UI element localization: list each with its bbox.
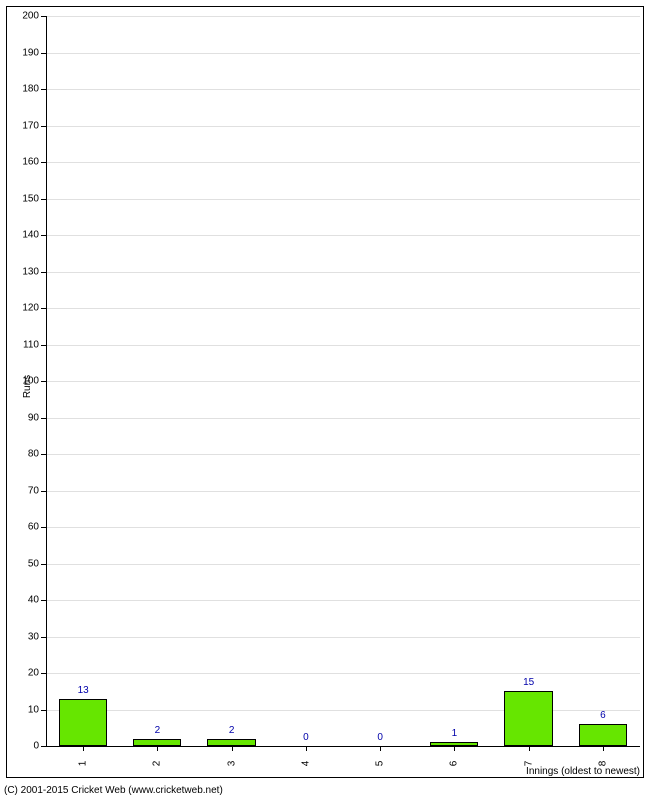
x-tick [306, 746, 307, 751]
y-tick-label: 20 [28, 668, 39, 679]
y-tick [41, 16, 46, 17]
y-tick-label: 140 [22, 230, 39, 241]
grid-line [46, 345, 640, 346]
y-tick [41, 381, 46, 382]
y-tick-label: 110 [23, 339, 39, 350]
x-axis-title: Innings (oldest to newest) [526, 766, 640, 777]
y-tick [41, 199, 46, 200]
bar-value-label: 6 [600, 710, 606, 721]
y-tick-label: 40 [28, 595, 39, 606]
y-tick [41, 673, 46, 674]
grid-line [46, 564, 640, 565]
y-tick [41, 272, 46, 273]
x-axis-line [46, 746, 640, 747]
y-tick [41, 89, 46, 90]
grid-line [46, 418, 640, 419]
grid-line [46, 126, 640, 127]
y-tick-label: 130 [22, 266, 39, 277]
y-tick [41, 527, 46, 528]
y-tick-label: 90 [28, 412, 39, 423]
grid-line [46, 16, 640, 17]
bar-value-label: 2 [155, 725, 161, 736]
x-tick-label: 1 [78, 761, 89, 767]
y-tick [41, 53, 46, 54]
bar [207, 739, 255, 746]
copyright-text: (C) 2001-2015 Cricket Web (www.cricketwe… [4, 785, 223, 796]
y-tick [41, 600, 46, 601]
bar-value-label: 0 [377, 732, 383, 743]
grid-line [46, 527, 640, 528]
y-tick-label: 170 [22, 120, 39, 131]
bar [504, 691, 552, 746]
y-tick-label: 10 [28, 704, 39, 715]
y-tick [41, 235, 46, 236]
grid-line [46, 162, 640, 163]
chart-container: 1322001156 01020304050607080901001101201… [0, 0, 650, 800]
y-tick-label: 150 [22, 193, 39, 204]
y-tick [41, 746, 46, 747]
y-tick [41, 710, 46, 711]
bar-value-label: 0 [303, 732, 309, 743]
bar [59, 699, 107, 746]
grid-line [46, 272, 640, 273]
bar [133, 739, 181, 746]
y-tick [41, 454, 46, 455]
bar [579, 724, 627, 746]
x-tick [529, 746, 530, 751]
y-tick [41, 637, 46, 638]
grid-line [46, 199, 640, 200]
x-tick-label: 3 [226, 761, 237, 767]
grid-line [46, 235, 640, 236]
y-axis-title: Runs [22, 375, 33, 398]
y-tick [41, 162, 46, 163]
x-tick-label: 4 [300, 761, 311, 767]
y-tick [41, 418, 46, 419]
grid-line [46, 381, 640, 382]
y-tick-label: 160 [22, 157, 39, 168]
bar-value-label: 15 [523, 677, 534, 688]
x-tick-label: 5 [375, 761, 386, 767]
x-tick-label: 2 [152, 761, 163, 767]
grid-line [46, 308, 640, 309]
bar-value-label: 13 [78, 685, 89, 696]
x-tick [454, 746, 455, 751]
y-tick-label: 30 [28, 631, 39, 642]
y-tick-label: 190 [22, 47, 39, 58]
grid-line [46, 600, 640, 601]
grid-line [46, 454, 640, 455]
x-tick [603, 746, 604, 751]
y-tick-label: 180 [22, 84, 39, 95]
grid-line [46, 673, 640, 674]
bar-value-label: 2 [229, 725, 235, 736]
x-tick [157, 746, 158, 751]
y-axis-line [46, 16, 47, 746]
x-tick [380, 746, 381, 751]
y-tick [41, 491, 46, 492]
grid-line [46, 89, 640, 90]
grid-line [46, 491, 640, 492]
x-tick [232, 746, 233, 751]
y-tick [41, 345, 46, 346]
y-tick-label: 120 [22, 303, 39, 314]
y-tick [41, 308, 46, 309]
y-tick-label: 60 [28, 522, 39, 533]
grid-line [46, 637, 640, 638]
y-tick-label: 70 [28, 485, 39, 496]
y-tick [41, 126, 46, 127]
y-tick [41, 564, 46, 565]
y-tick-label: 80 [28, 449, 39, 460]
y-tick-label: 0 [33, 741, 39, 752]
bar-value-label: 1 [452, 728, 458, 739]
x-tick-label: 6 [449, 761, 460, 767]
y-tick-label: 50 [28, 558, 39, 569]
grid-line [46, 53, 640, 54]
y-tick-label: 200 [22, 11, 39, 22]
x-tick [83, 746, 84, 751]
